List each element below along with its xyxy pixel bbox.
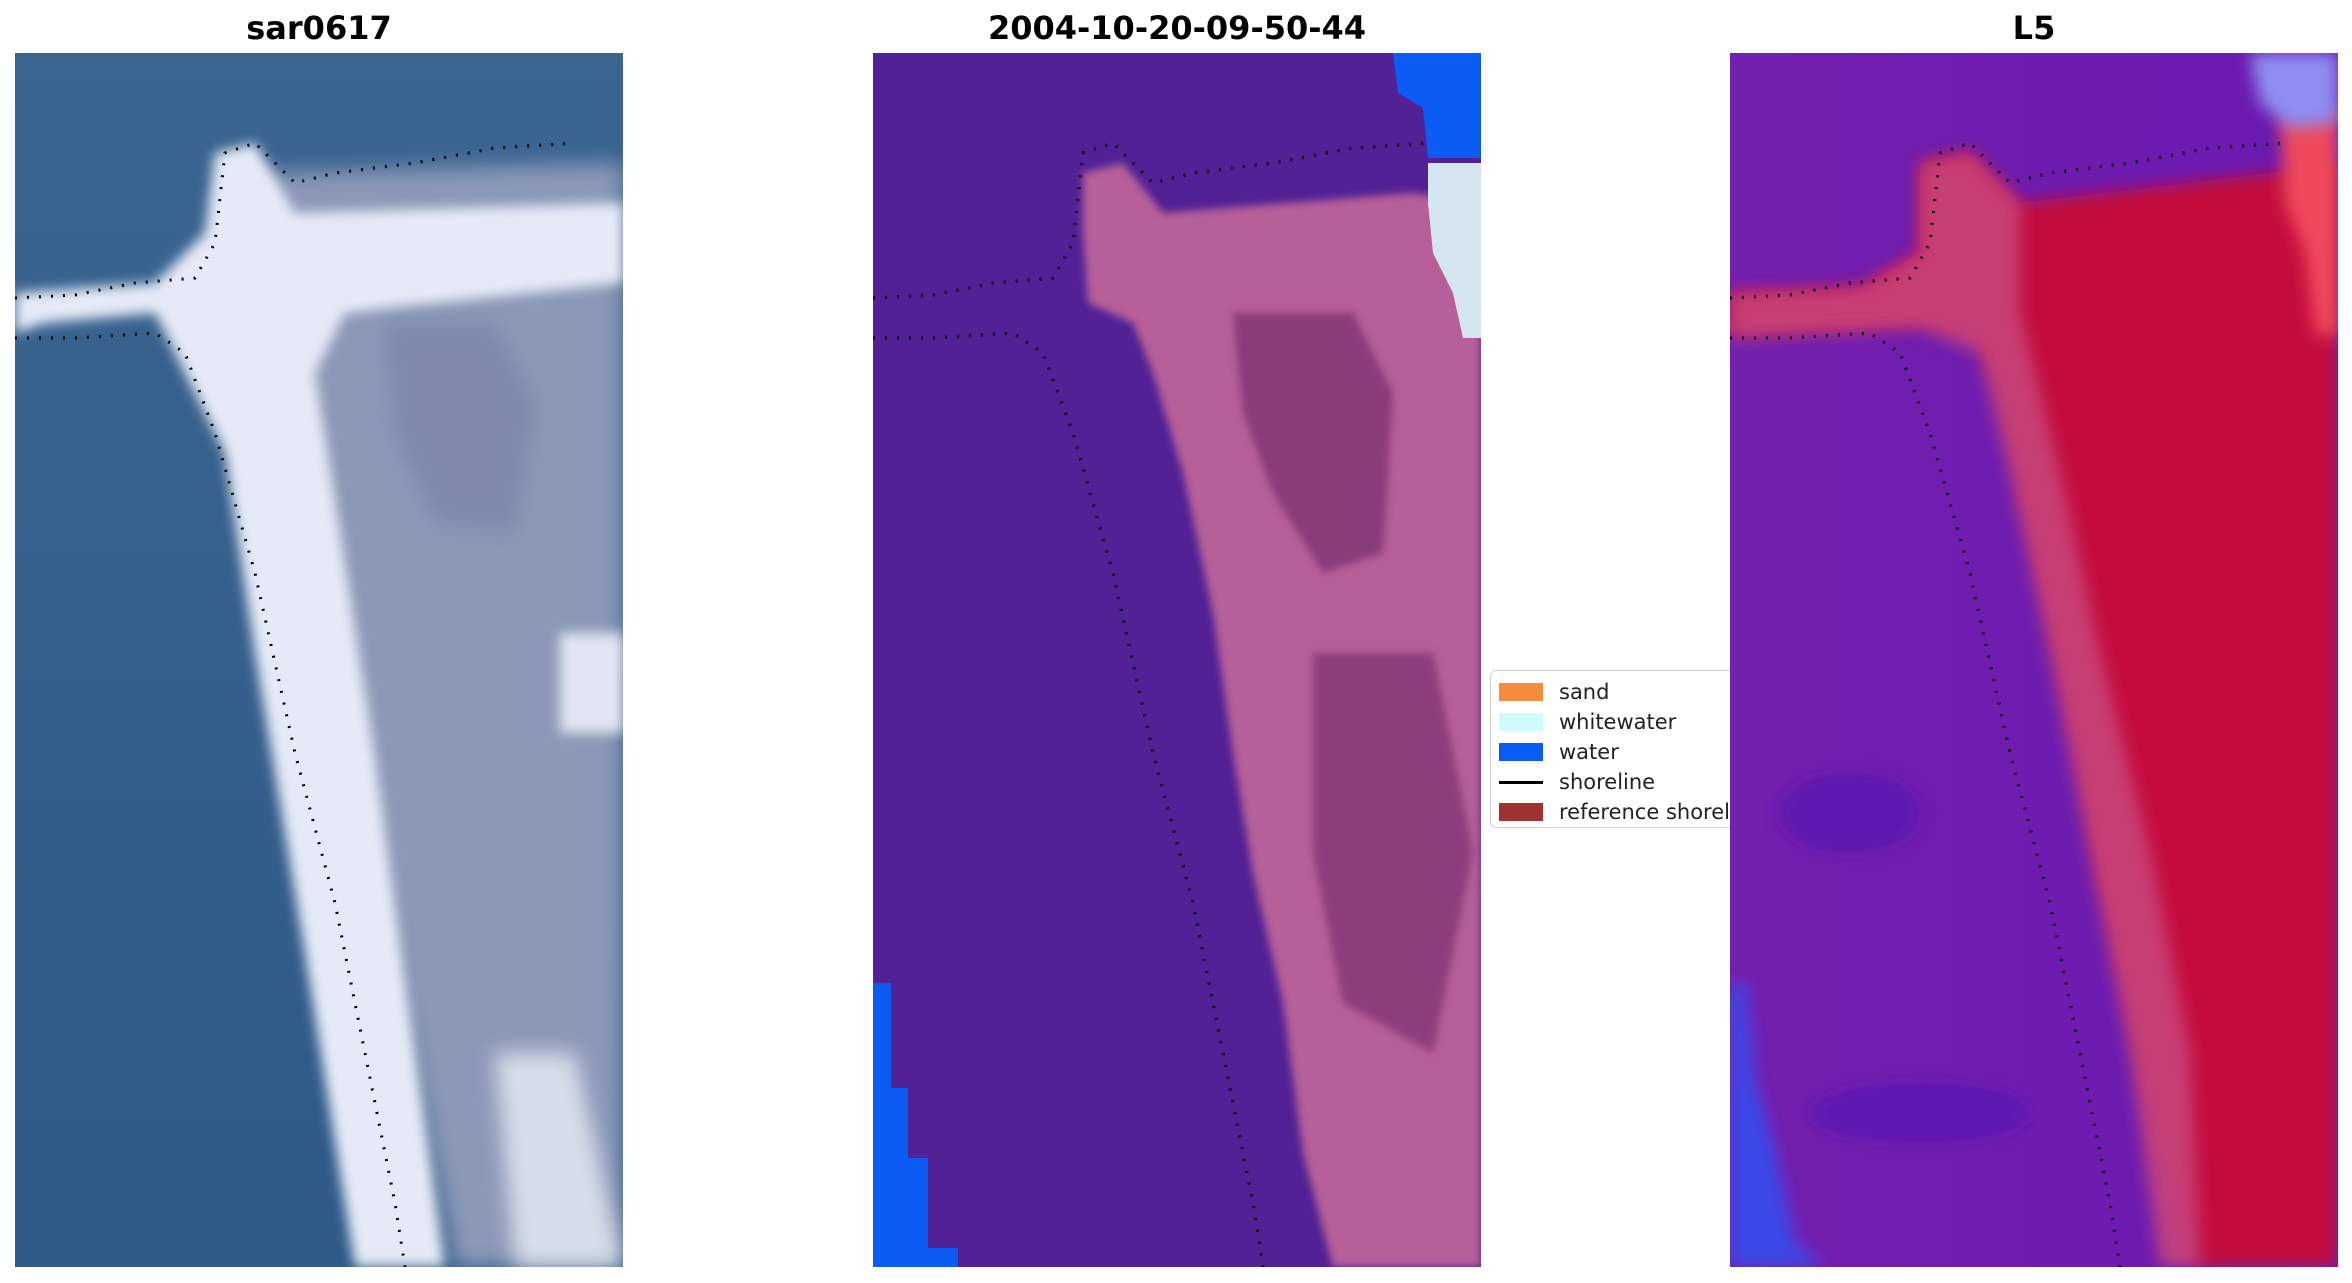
classified-image-panel	[873, 53, 1481, 1267]
legend-label-shoreline: shoreline	[1559, 770, 1656, 794]
legend-item-water: water	[1499, 737, 1730, 767]
classified-image	[873, 53, 1481, 1267]
legend-item-reference-shoreline: reference shoreline	[1499, 797, 1730, 827]
panel-title-classified: 2004-10-20-09-50-44	[987, 9, 1367, 47]
panel-title-index: L5	[2012, 9, 2056, 47]
legend: sand whitewater water shoreline referenc…	[1490, 670, 1730, 828]
legend-swatch-reference-shoreline	[1499, 803, 1543, 821]
index-image-panel	[1730, 53, 2338, 1267]
legend-swatch-sand	[1499, 683, 1543, 701]
legend-label-reference-shoreline: reference shoreline	[1559, 800, 1730, 824]
legend-swatch-whitewater	[1499, 713, 1543, 731]
rgb-image-panel	[15, 53, 623, 1267]
legend-swatch-water	[1499, 743, 1543, 761]
panel-title-rgb: sar0617	[246, 9, 392, 47]
legend-label-water: water	[1559, 740, 1619, 764]
legend-item-shoreline: shoreline	[1499, 767, 1730, 797]
rgb-image	[15, 53, 623, 1267]
legend-item-whitewater: whitewater	[1499, 707, 1730, 737]
legend-line-shoreline	[1499, 780, 1543, 784]
index-image	[1730, 53, 2338, 1267]
legend-label-whitewater: whitewater	[1559, 710, 1677, 734]
legend-label-sand: sand	[1559, 680, 1610, 704]
legend-item-sand: sand	[1499, 677, 1730, 707]
